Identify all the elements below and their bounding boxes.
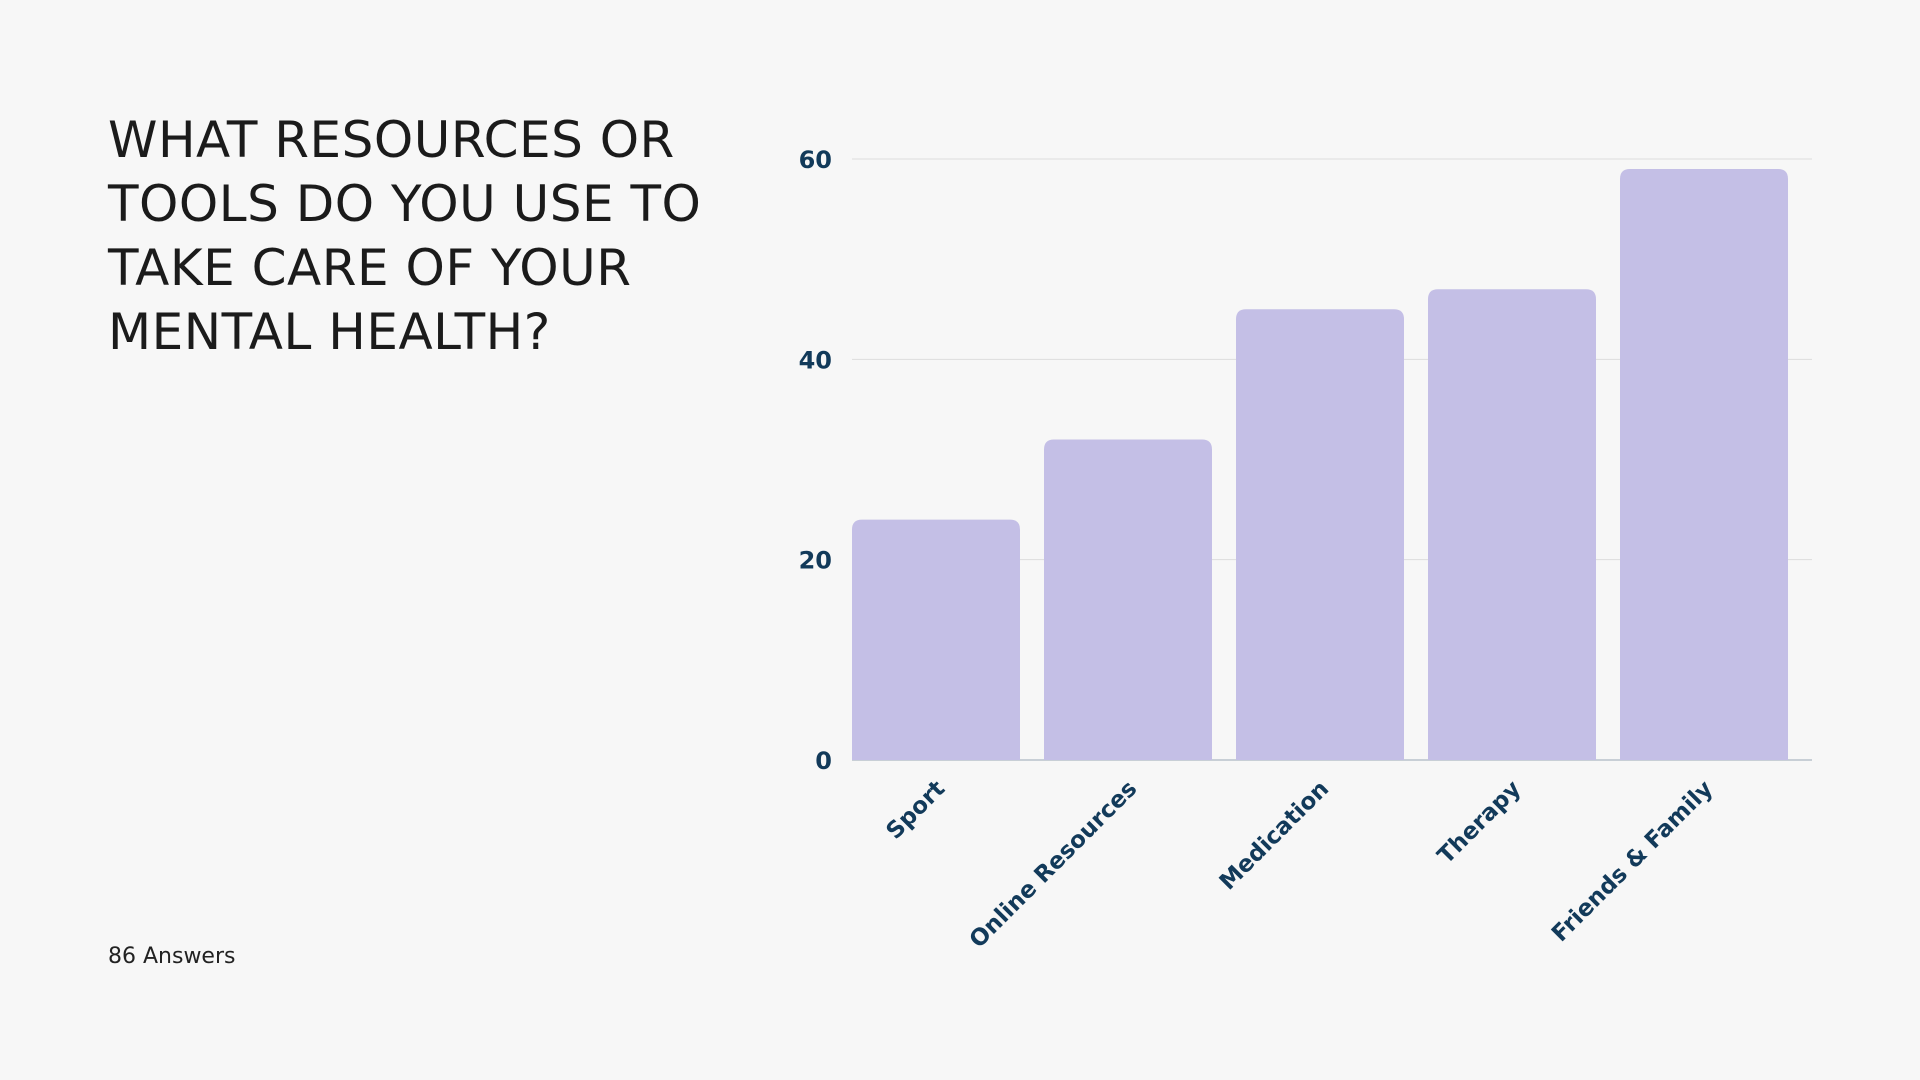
x-category-label: Friends & Family: [1547, 776, 1718, 947]
y-axis: 0 20 40 60: [799, 146, 832, 775]
page-title: WHAT RESOURCES OR TOOLS DO YOU USE TO TA…: [108, 111, 702, 361]
bar-sport: [852, 519, 1020, 760]
chart-bars: [852, 169, 1788, 760]
bar-therapy: [1428, 289, 1596, 760]
x-category-label: Sport: [882, 776, 951, 845]
y-tick-label: 0: [815, 747, 832, 775]
x-axis: Sport Online Resources Medication Therapy Fr…: [882, 776, 1719, 954]
y-tick-label: 20: [799, 547, 832, 575]
y-tick-label: 60: [799, 146, 832, 174]
bar-medication: [1236, 309, 1404, 760]
x-category-label: Therapy: [1433, 776, 1526, 869]
x-category-label: Medication: [1215, 776, 1335, 896]
answers-count: 86 Answers: [108, 944, 236, 969]
x-category-label: Online Resources: [965, 776, 1143, 954]
y-tick-label: 40: [799, 346, 832, 374]
bar-friends-family: [1620, 169, 1788, 760]
bar-online-resources: [1044, 439, 1212, 760]
